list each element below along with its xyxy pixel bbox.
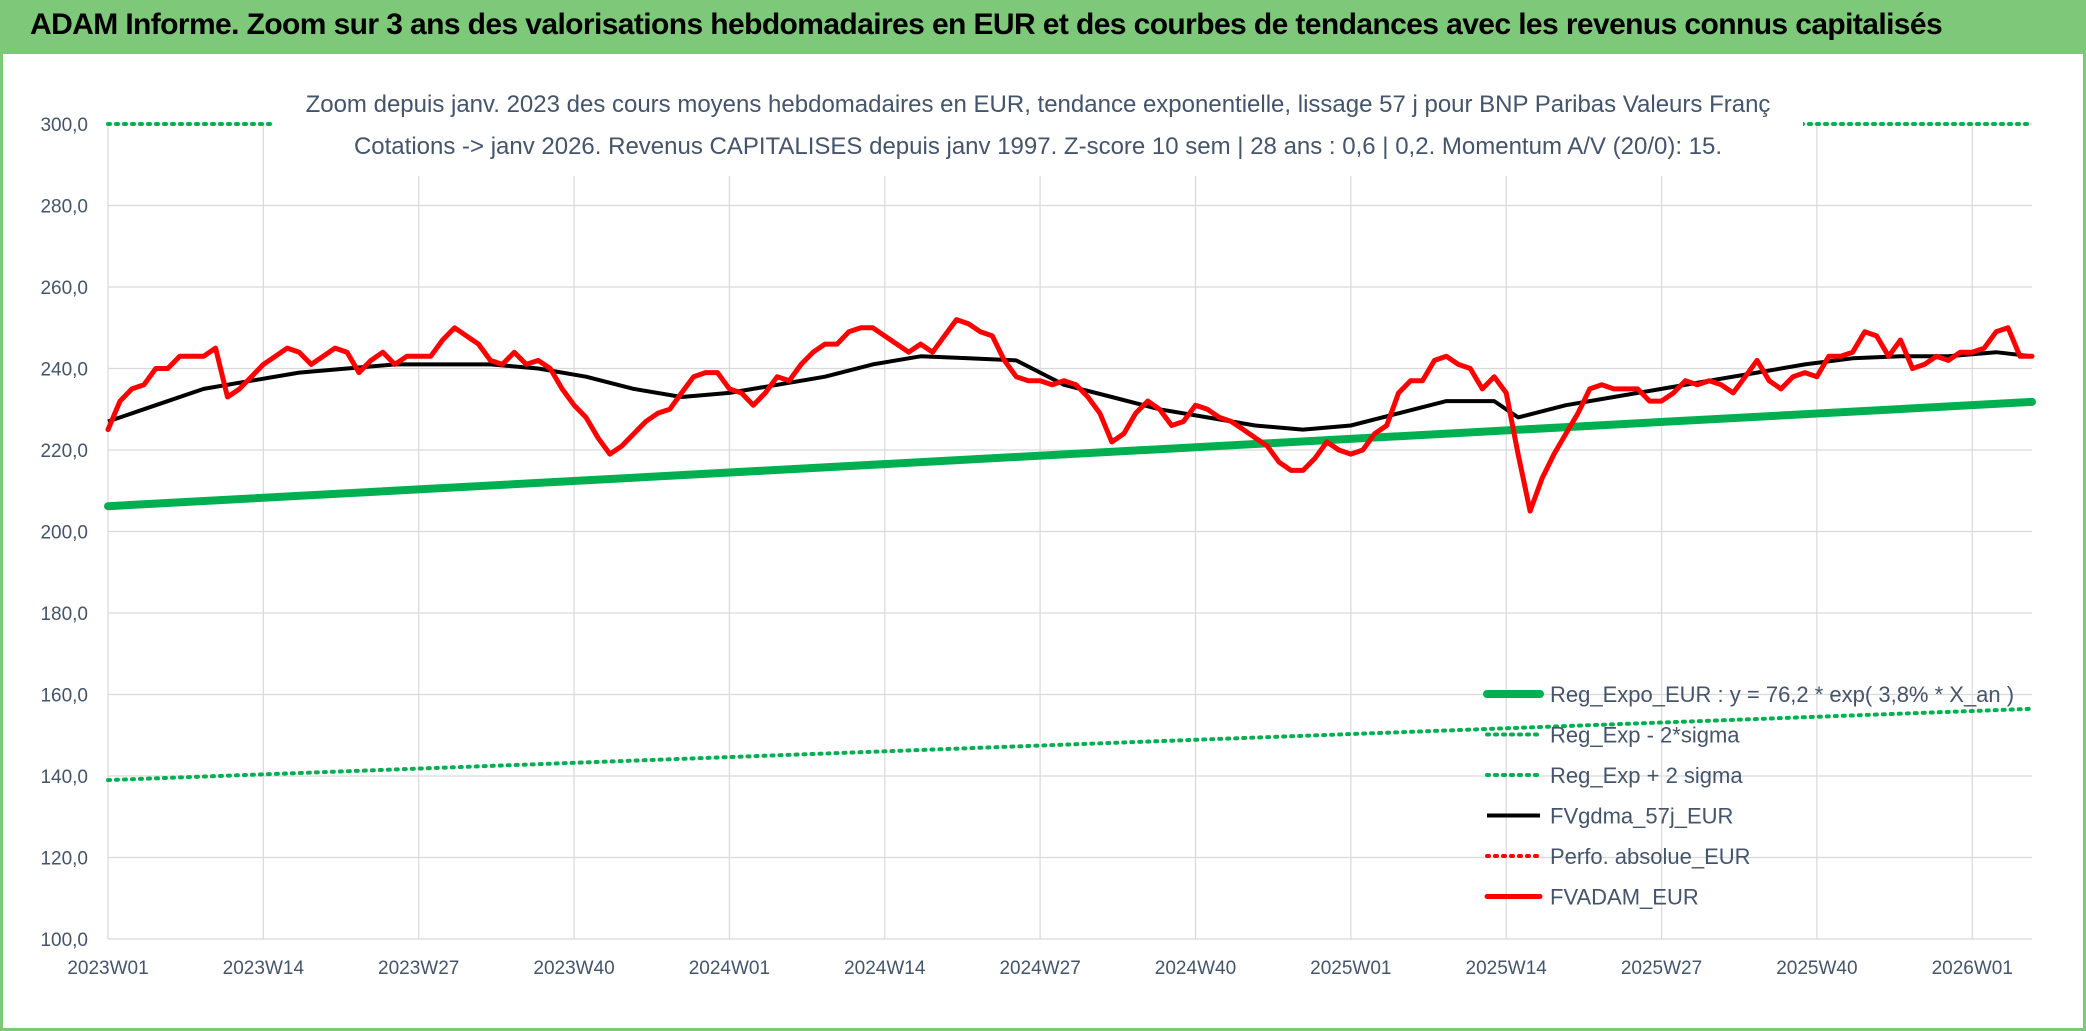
x-tick-label: 2025W01 [1310,958,1391,979]
series-line-reg-expo-eur-y-76-2-exp-3-8-x-an [104,397,2036,511]
grid-lines [107,123,2032,940]
series-layer [104,122,2036,783]
x-tick-label: 2023W40 [533,958,614,979]
legend-label-reg-exp-2-sigma: Reg_Exp + 2 sigma [1550,763,1743,788]
legend: Reg_Expo_EUR : y = 76,2 * exp( 3,8% * X_… [1483,682,2014,910]
legend-label-perfo-absolue-eur: Perfo. absolue_EUR [1550,844,1751,869]
report-banner: ADAM Informe. Zoom sur 3 ans des valoris… [0,0,2086,54]
x-tick-label: 2026W01 [1932,958,2013,979]
legend-label-reg-expo-eur-y-76-2-exp-3-8-x-an: Reg_Expo_EUR : y = 76,2 * exp( 3,8% * X_… [1550,682,2014,707]
chart-title-line2: Cotations -> janv 2026. Revenus CAPITALI… [354,133,1722,160]
x-tick-label: 2025W40 [1776,958,1857,979]
y-tick-label: 120,0 [40,849,88,870]
x-tick-label: 2024W40 [1155,958,1236,979]
legend-label-fvadam-eur: FVADAM_EUR [1550,885,1699,910]
series-line-fvgdma-57j-eur [107,350,2033,432]
valuation-chart: 100,0 120,0 140,0 160,0 180,0 200,0 220,0 240,0… [40,72,2036,979]
y-tick-label: 240,0 [40,360,88,381]
x-tick-label: 2024W14 [844,958,926,979]
y-tick-label: 180,0 [40,604,88,625]
chart-title-box [273,72,1803,176]
y-tick-label: 200,0 [40,523,88,544]
x-tick-label: 2024W01 [689,958,770,979]
x-tick-label: 2023W27 [378,958,459,979]
y-tick-label: 280,0 [40,197,88,218]
x-tick-label: 2025W27 [1621,958,1702,979]
y-tick-label: 260,0 [40,278,88,299]
legend-label-fvgdma-57j-eur: FVgdma_57j_EUR [1550,804,1733,829]
report-title: ADAM Informe. Zoom sur 3 ans des valoris… [30,8,1943,41]
x-tick-label: 2024W27 [999,958,1080,979]
x-tick-label: 2023W01 [67,958,148,979]
y-tick-label: 140,0 [40,767,88,788]
axes: 100,0 120,0 140,0 160,0 180,0 200,0 220,0 240,0… [40,115,2012,979]
legend-label-reg-exp-2-sigma: Reg_Exp - 2*sigma [1550,723,1740,748]
series-line-reg-exp-2-sigma [106,706,2034,783]
chart-title-line1: Zoom depuis janv. 2023 des cours moyens … [306,91,1771,118]
x-tick-label: 2025W14 [1466,958,1548,979]
series-line-fvadam-eur [105,317,2035,514]
y-tick-label: 160,0 [40,686,88,707]
y-tick-label: 300,0 [40,115,88,136]
x-tick-label: 2023W14 [223,958,305,979]
y-tick-label: 220,0 [40,441,88,462]
y-tick-label: 100,0 [40,930,88,951]
